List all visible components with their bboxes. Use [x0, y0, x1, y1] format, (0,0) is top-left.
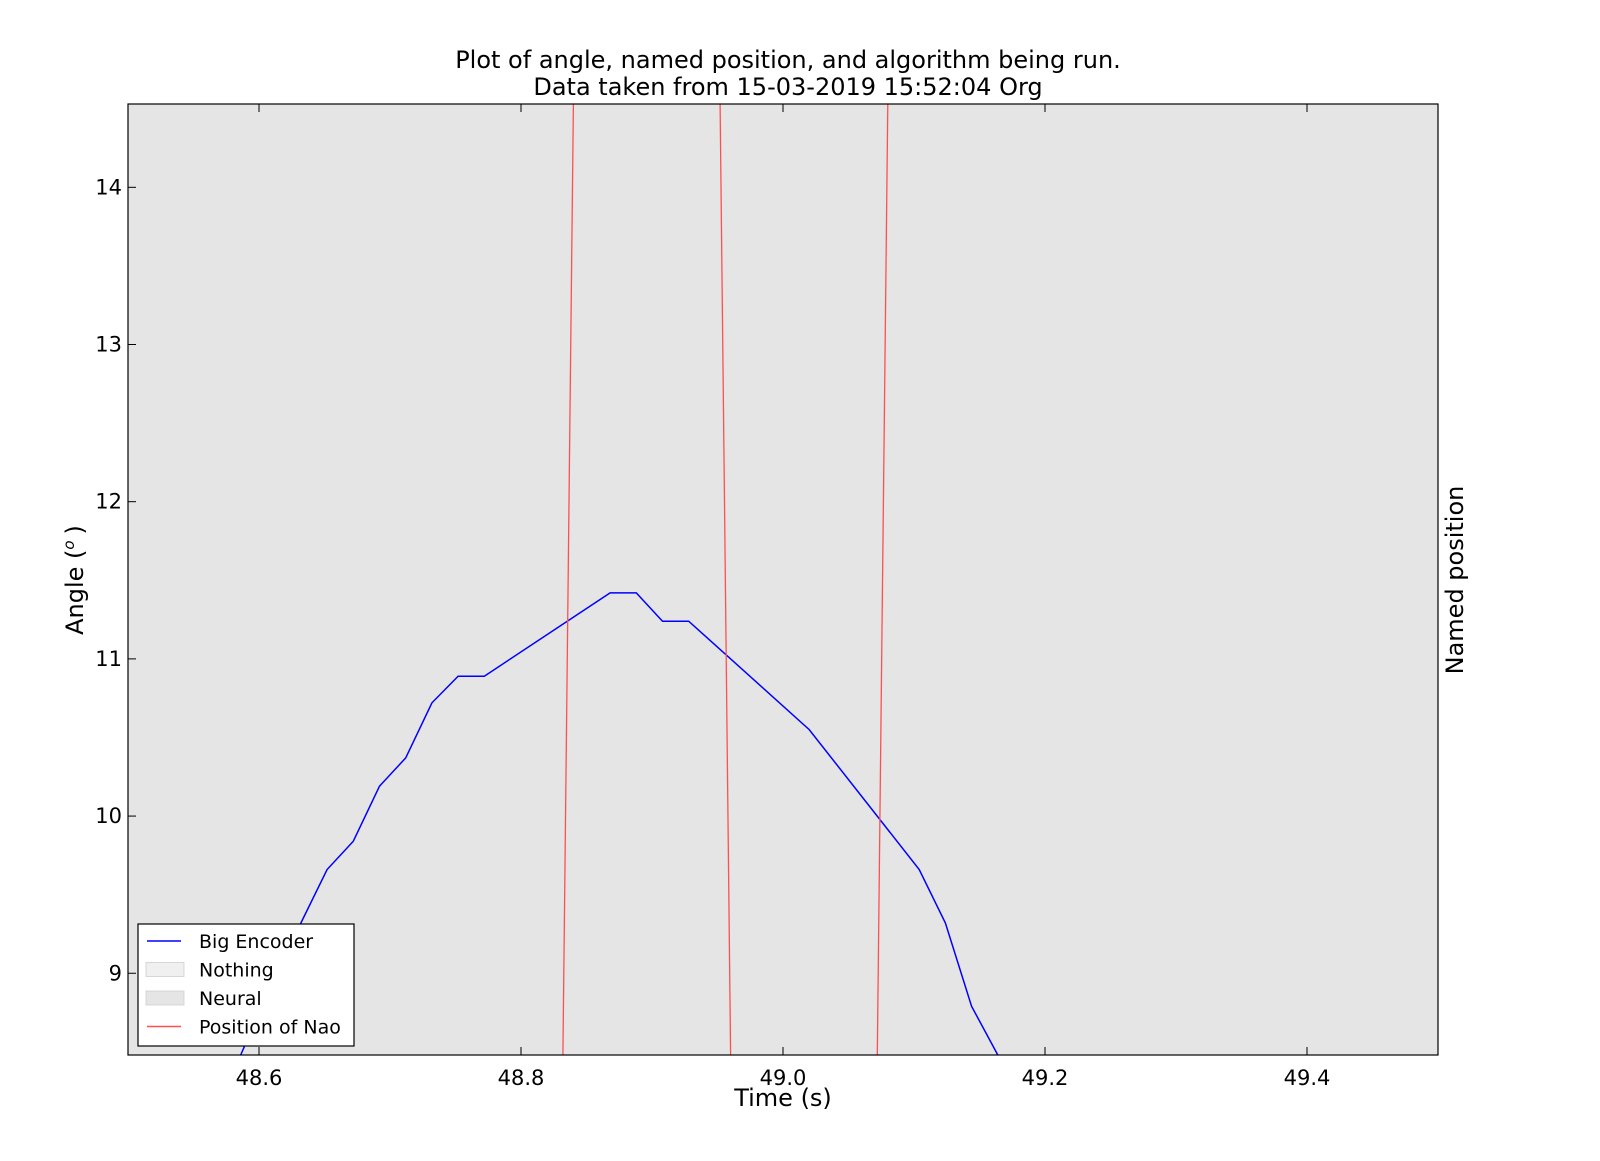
legend-label-big-encoder: Big Encoder [199, 931, 313, 953]
ticks-layer: 48.6 48.8 49.0 49.2 49.4 9 10 11 12 13 14 [95, 104, 1330, 1090]
legend-label-nothing: Nothing [199, 960, 274, 982]
legend: Big Encoder Nothing Neural Position of Nao [137, 923, 355, 1047]
x-tick-label: 49.4 [1284, 1066, 1331, 1090]
y-tick-label: 12 [95, 490, 122, 514]
legend-swatch-neural [145, 990, 185, 1006]
y-tick-label: 10 [95, 804, 122, 828]
series-big-encoder-line [240, 592, 999, 1055]
series-position-of-nao-line-3 [876, 104, 889, 1055]
legend-items: Big Encoder Nothing Neural Position of Nao [145, 931, 341, 1039]
legend-swatch-nothing [145, 962, 185, 977]
y2-axis-label: Named position [1441, 486, 1469, 675]
y-tick-label: 9 [109, 961, 122, 985]
y-axis-label-text: Angle ( [61, 550, 89, 635]
x-tick-label: 49.2 [1022, 1066, 1069, 1090]
y-tick-label: 14 [95, 175, 122, 199]
y-axis-label-degree: o [60, 540, 78, 549]
legend-label-neural: Neural [199, 988, 262, 1010]
x-tick-label: 49.0 [760, 1066, 807, 1090]
chart-subtitle: Data taken from 15-03-2019 15:52:04 Org [533, 73, 1042, 101]
x-tick-label: 48.6 [236, 1066, 283, 1090]
legend-box [137, 923, 355, 1047]
x-axis-label: Time (s) [733, 1084, 832, 1112]
series-position-of-nao-line-1 [562, 104, 575, 1055]
plot-background [128, 104, 1438, 1055]
chart-title: Plot of angle, named position, and algor… [455, 46, 1121, 74]
y-axis-label-close: ) [61, 525, 89, 534]
x-tick-label: 48.8 [498, 1066, 545, 1090]
y-axis-label: Angle (o) [60, 525, 89, 635]
series-position-of-nao-line-2 [719, 104, 732, 1055]
series-layer [240, 104, 999, 1055]
y-tick-label: 13 [95, 333, 122, 357]
legend-label-position-of-nao: Position of Nao [199, 1017, 341, 1039]
y-tick-label: 11 [95, 647, 122, 671]
